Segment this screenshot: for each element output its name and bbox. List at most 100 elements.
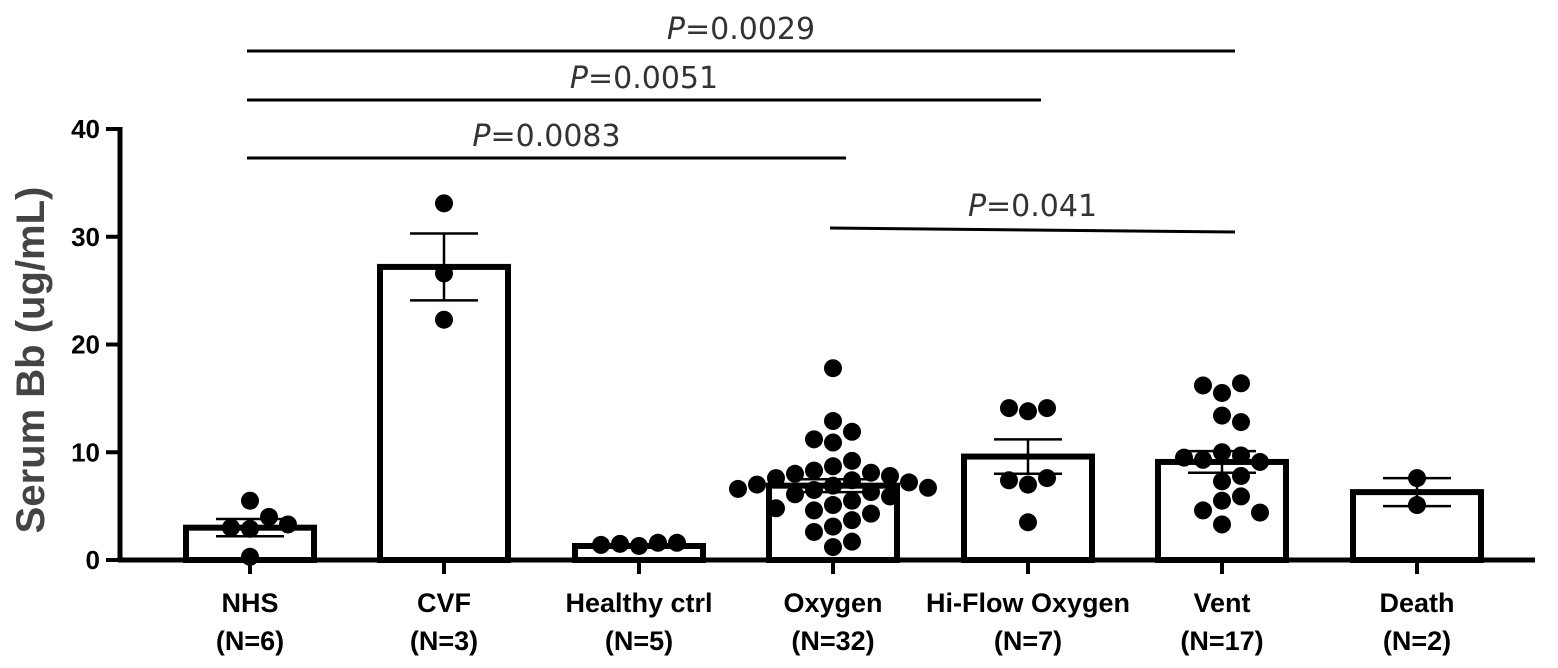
p-symbol: P xyxy=(570,61,589,96)
category-label: Hi-Flow Oxygen xyxy=(926,588,1130,618)
y-axis-label: Serum Bb (ug/mL) xyxy=(9,187,53,534)
category-label: NHS xyxy=(221,588,278,618)
data-point xyxy=(729,479,747,498)
y-tick-label: 10 xyxy=(71,437,100,467)
p-value: =0.0051 xyxy=(588,61,718,96)
data-point xyxy=(1213,515,1231,534)
data-point xyxy=(222,518,240,537)
data-point xyxy=(630,536,648,555)
p-value-label: P=0.0029 xyxy=(667,12,815,47)
data-point xyxy=(1251,452,1269,471)
data-point xyxy=(1232,446,1250,465)
data-point xyxy=(1000,399,1018,418)
data-point xyxy=(824,433,842,452)
data-point xyxy=(843,511,861,530)
data-point xyxy=(241,491,259,510)
category-label: CVF xyxy=(417,588,471,618)
data-point xyxy=(1408,496,1426,515)
data-point xyxy=(1000,471,1018,490)
data-point xyxy=(1038,469,1056,488)
data-point xyxy=(1251,503,1269,522)
data-point xyxy=(592,535,610,554)
significance-line xyxy=(829,226,1236,234)
data-point xyxy=(881,466,899,485)
data-point xyxy=(1232,487,1250,506)
data-point xyxy=(1232,374,1250,393)
data-point xyxy=(862,504,880,523)
data-point xyxy=(843,491,861,510)
category-n-label: (N=17) xyxy=(1180,626,1263,656)
data-point xyxy=(1194,450,1212,469)
data-point xyxy=(843,422,861,441)
category-n-label: (N=3) xyxy=(410,626,478,656)
p-symbol: P xyxy=(667,12,686,47)
y-tick-label: 30 xyxy=(71,222,100,252)
y-tick-label: 20 xyxy=(71,330,100,360)
category-n-label: (N=6) xyxy=(216,626,284,656)
axes: 0 10 20 30 40 NHS (N=6) CVF (N=3) Healthy ctrl (N=… xyxy=(71,114,1535,656)
data-point xyxy=(805,522,823,541)
data-point xyxy=(824,538,842,557)
data-point xyxy=(1038,399,1056,418)
data-point xyxy=(1232,466,1250,485)
data-point xyxy=(805,480,823,499)
data-point xyxy=(1019,513,1037,532)
data-point xyxy=(279,515,297,534)
y-tick-label: 0 xyxy=(86,545,100,575)
data-point xyxy=(1213,491,1231,510)
data-point xyxy=(843,471,861,490)
data-point xyxy=(435,264,453,283)
data-point xyxy=(435,310,453,329)
data-point xyxy=(1175,448,1193,467)
p-value: =0.0029 xyxy=(685,12,815,47)
category-label: Oxygen xyxy=(783,588,882,618)
data-point xyxy=(824,517,842,536)
category-label: Death xyxy=(1379,588,1454,618)
data-point xyxy=(241,519,259,538)
data-point xyxy=(748,475,766,494)
data-point xyxy=(786,485,804,504)
data-point xyxy=(1408,469,1426,488)
data-point xyxy=(900,473,918,492)
data-point xyxy=(668,533,686,552)
p-value: =0.0083 xyxy=(490,119,620,154)
data-point xyxy=(824,457,842,476)
data-point xyxy=(824,412,842,431)
data-point xyxy=(1213,383,1231,402)
data-point xyxy=(611,534,629,553)
p-value-label: P=0.0051 xyxy=(570,61,718,96)
data-point xyxy=(767,469,785,488)
data-points xyxy=(222,194,1426,566)
data-point xyxy=(241,547,259,566)
category-n-label: (N=7) xyxy=(994,626,1062,656)
data-point xyxy=(1194,501,1212,520)
data-point xyxy=(1019,475,1037,494)
category-n-label: (N=5) xyxy=(605,626,673,656)
data-point xyxy=(649,533,667,552)
data-point xyxy=(260,507,278,526)
category-n-label: (N=2) xyxy=(1383,626,1451,656)
category-n-label: (N=32) xyxy=(791,626,874,656)
data-point xyxy=(862,483,880,502)
category-label: Healthy ctrl xyxy=(565,588,712,618)
data-point xyxy=(881,487,899,506)
data-point xyxy=(1232,413,1250,432)
data-point xyxy=(767,499,785,518)
data-point xyxy=(862,463,880,482)
data-point xyxy=(824,496,842,515)
y-tick-label: 40 xyxy=(71,114,100,144)
data-point xyxy=(843,532,861,551)
data-point xyxy=(843,451,861,470)
p-symbol: P xyxy=(968,189,987,224)
data-point xyxy=(1213,472,1231,491)
data-point xyxy=(1213,443,1231,462)
data-point xyxy=(805,461,823,480)
p-symbol: P xyxy=(472,119,491,154)
data-point xyxy=(805,430,823,449)
data-point xyxy=(824,359,842,378)
bar xyxy=(377,263,511,563)
data-point xyxy=(824,476,842,495)
category-label: Vent xyxy=(1193,588,1250,618)
